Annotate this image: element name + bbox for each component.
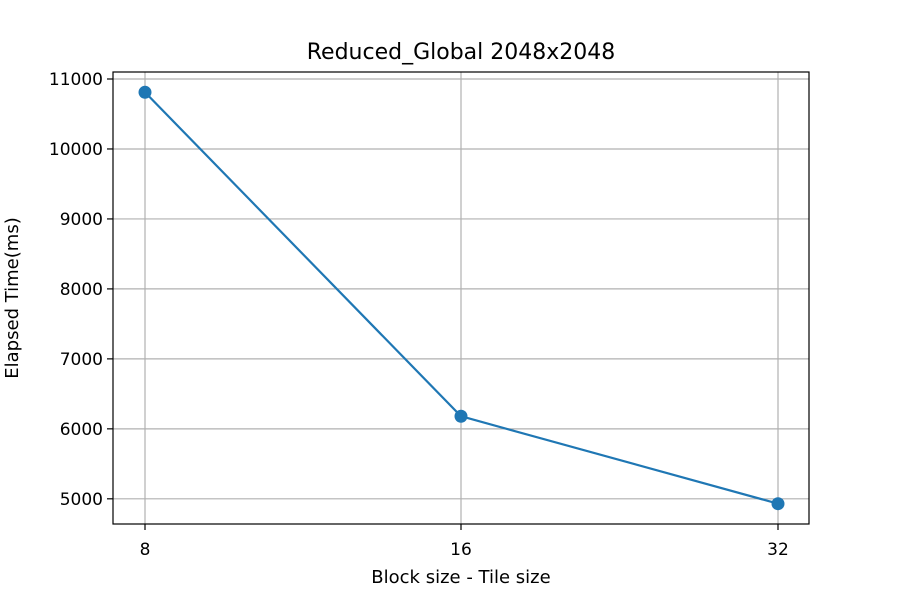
plot-layer: [138, 85, 785, 511]
y-tick-label: 11000: [49, 70, 103, 90]
tick-layer: 5000 6000 7000 8000 9000 10000 11000 8 16 32: [49, 70, 789, 560]
data-point: [454, 409, 468, 423]
y-tick-label: 8000: [60, 280, 103, 300]
x-tick-label: 16: [450, 540, 472, 560]
y-tick-label: 9000: [60, 210, 103, 230]
chart-title: Reduced_Global 2048x2048: [307, 40, 616, 65]
y-tick-label: 5000: [60, 490, 103, 510]
y-tick-label: 10000: [49, 140, 103, 160]
y-tick-label: 7000: [60, 350, 103, 370]
y-tick-label: 6000: [60, 420, 103, 440]
data-point: [138, 85, 152, 99]
x-axis-label: Block size - Tile size: [371, 567, 550, 588]
grid-layer: [113, 72, 809, 524]
y-axis-label: Elapsed Time(ms): [2, 217, 23, 378]
x-tick-label: 8: [140, 540, 151, 560]
data-point: [771, 497, 785, 511]
x-tick-label: 32: [767, 540, 789, 560]
